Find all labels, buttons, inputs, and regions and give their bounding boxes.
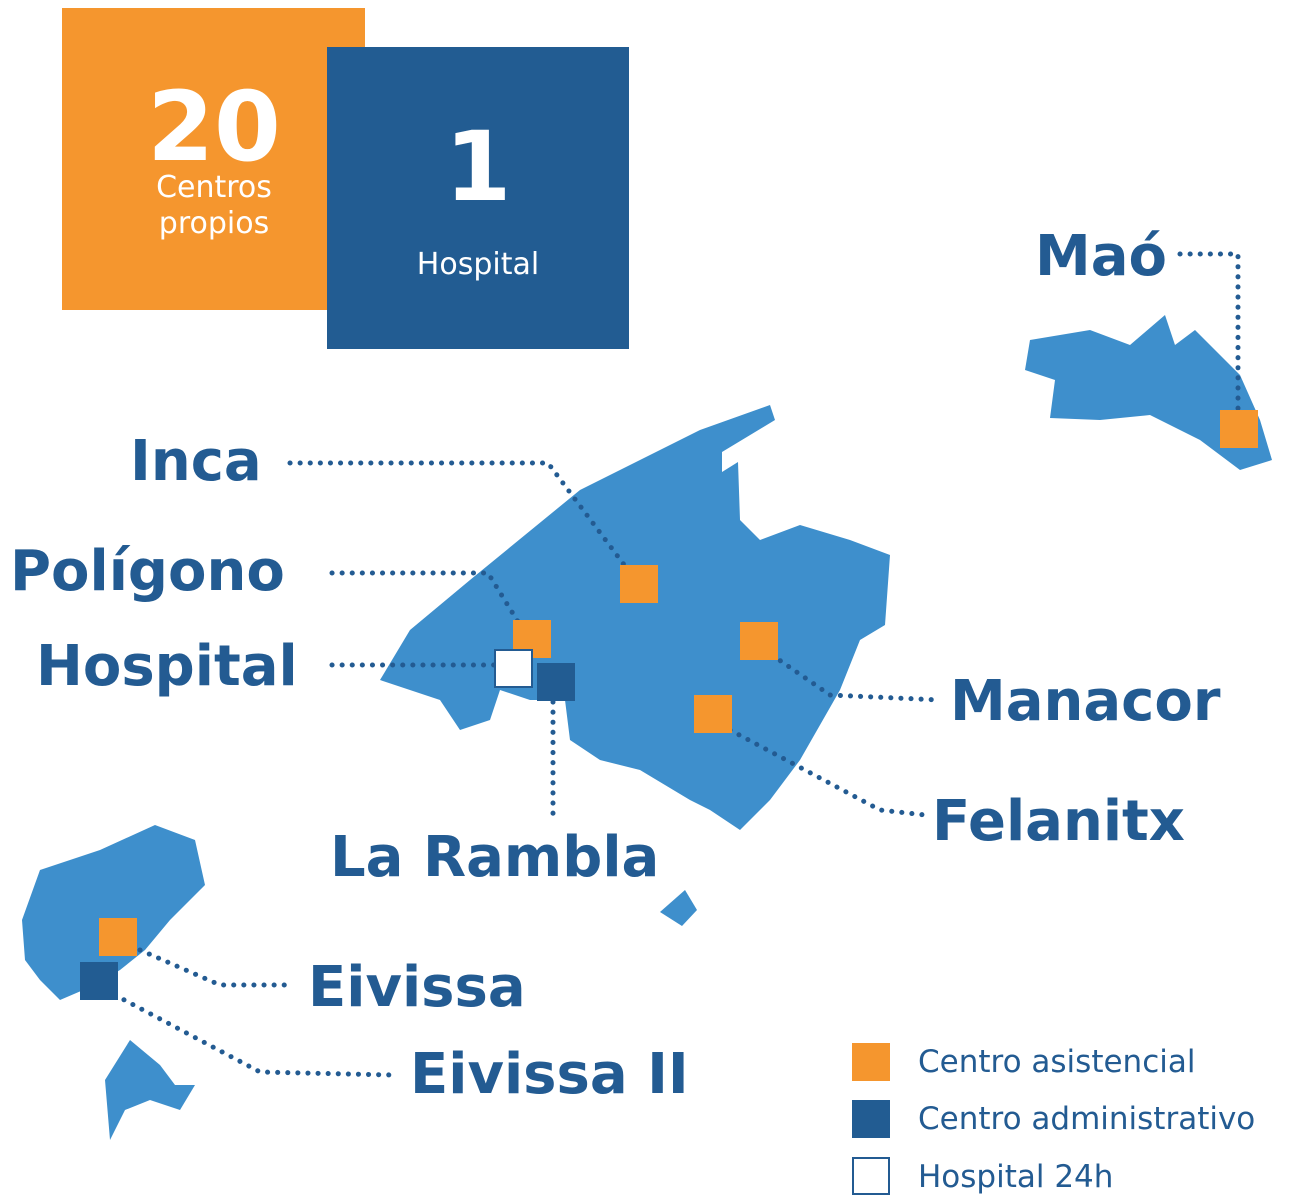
marker-asistencial [694,695,732,733]
mallorca [380,405,890,830]
location-label: Polígono [10,539,285,604]
stat-label: propios [159,206,269,241]
leader [112,992,395,1078]
ibiza [22,825,205,1000]
stat-number: 20 [147,71,281,183]
leader [727,727,928,818]
leader [1177,251,1241,413]
legend-swatch [852,1043,890,1081]
location-label: Hospital [36,634,298,699]
marker-hospital [494,649,533,688]
markers [80,410,1258,1000]
menorca [1025,315,1272,470]
marker-administrativo [537,663,575,701]
leader [769,652,943,703]
leader [137,947,293,988]
marker-asistencial [620,565,658,603]
location-label: Felanitx [932,789,1185,854]
leaders [112,251,1241,1078]
marker-administrativo [80,962,118,1000]
location-label: Manacor [950,669,1221,734]
legend-label: Hospital 24h [918,1159,1113,1195]
marker-asistencial [740,622,778,660]
legend-swatch [852,1100,890,1138]
stat-box [327,47,629,349]
location-label: Inca [130,429,262,494]
stat-box [62,8,365,310]
islet [660,890,697,926]
location-label: Maó [1035,224,1167,289]
legend-swatch [852,1157,890,1195]
location-label: Eivissa [308,955,526,1020]
marker-asistencial [99,918,137,956]
formentera [105,1040,195,1140]
stat-label: Centros [156,170,272,205]
marker-asistencial [1220,410,1258,448]
leader [329,570,523,628]
location-label: La Rambla [330,825,659,890]
islands [22,315,1272,1140]
stat-number: 1 [445,111,512,223]
location-label: Eivissa II [410,1042,689,1107]
stat-label: Hospital [417,247,539,282]
legend: Centro asistencial Centro administrativo… [852,1043,1255,1195]
legend-label: Centro asistencial [918,1044,1195,1080]
legend-label: Centro administrativo [918,1101,1255,1137]
